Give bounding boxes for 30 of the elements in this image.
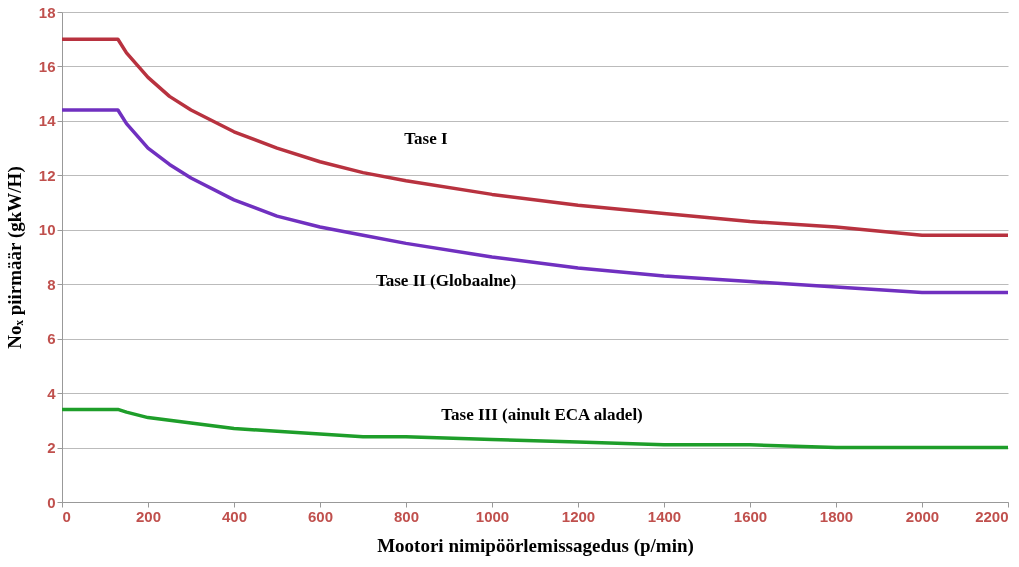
series-label: Tase II (Globaalne) <box>375 271 517 291</box>
x-tick-label: 1800 <box>819 507 854 525</box>
x-tick-label: 1600 <box>733 507 768 525</box>
x-tick-label: 0 <box>62 507 71 525</box>
y-tick-label: 4 <box>47 384 57 402</box>
x-tick-label: 800 <box>393 507 420 525</box>
x-axis-title: Mootori nimipöörlemissagedus (p/min) <box>377 534 694 557</box>
x-tick-label: 1000 <box>475 507 510 525</box>
y-tick-label: 6 <box>47 330 56 348</box>
series-label: Tase III (ainult ECA aladel) <box>441 405 643 425</box>
y-axis-title: Noₓ piirmäär (gkW/H) <box>3 166 26 349</box>
x-tick-label: 1400 <box>647 507 682 525</box>
x-tick-label: 600 <box>307 507 334 525</box>
series-label: Tase I <box>404 128 449 148</box>
y-tick-label: 0 <box>47 493 56 511</box>
y-tick-label: 12 <box>38 166 56 184</box>
x-tick-label: 400 <box>221 507 248 525</box>
x-tick-label: 2000 <box>905 507 940 525</box>
line-series <box>60 108 1010 295</box>
y-tick-label: 18 <box>38 3 56 21</box>
y-tick-label: 10 <box>38 221 56 239</box>
x-tick-label: 200 <box>135 507 162 525</box>
x-tick-label: 1200 <box>561 507 596 525</box>
line-series <box>60 37 1010 237</box>
line-series <box>60 407 1010 450</box>
y-tick-label: 2 <box>47 439 56 457</box>
y-tick-label: 14 <box>38 112 57 130</box>
y-tick-label: 8 <box>47 275 56 293</box>
y-tick-label: 16 <box>38 57 56 75</box>
x-tick-label: 2200 <box>975 507 1009 525</box>
